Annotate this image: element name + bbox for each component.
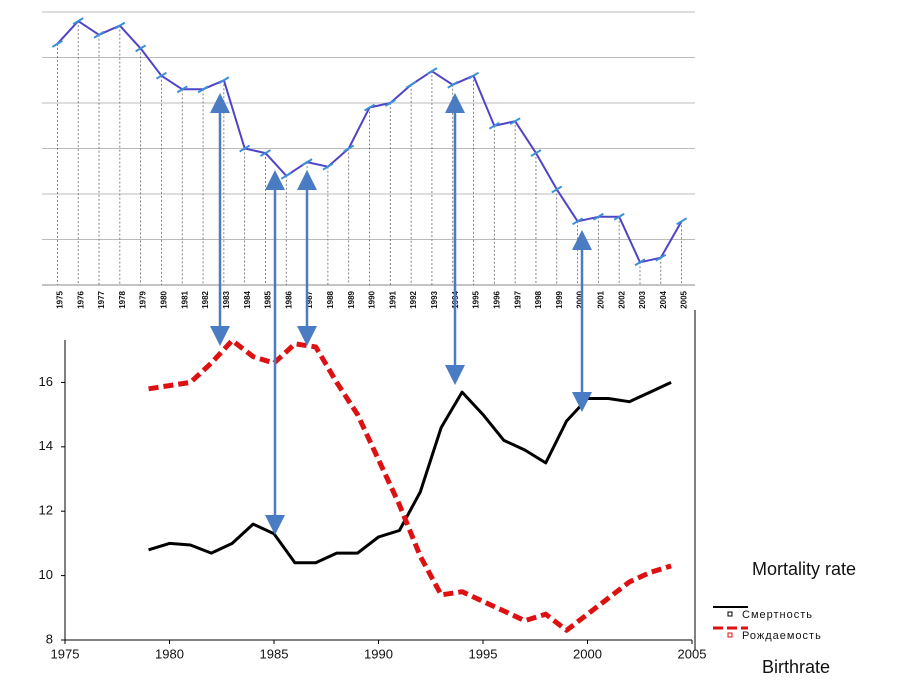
point-marker — [343, 144, 355, 153]
point-marker — [468, 71, 480, 80]
legend-label: Рождаемость — [742, 630, 822, 642]
x-tick-label: 1990 — [364, 646, 393, 661]
y-tick-label: 8 — [46, 631, 53, 646]
x-tick-label: 1988 — [326, 290, 335, 308]
point-marker — [363, 103, 376, 112]
x-tick-label: 1986 — [284, 290, 293, 308]
x-tick-label: 1979 — [139, 290, 148, 308]
point-marker — [572, 217, 584, 226]
point-marker — [176, 85, 188, 94]
x-tick-label: 2003 — [638, 290, 647, 308]
annotation: Mortality rate — [752, 559, 856, 579]
point-marker — [197, 85, 209, 94]
point-marker — [655, 253, 667, 262]
x-tick-label: 1976 — [76, 290, 85, 308]
legend-label: Смертность — [742, 609, 813, 621]
x-tick-label: 1983 — [222, 290, 231, 308]
point-marker — [488, 121, 500, 130]
point-marker — [447, 80, 459, 89]
point-marker — [322, 162, 334, 171]
x-tick-label: 1998 — [534, 290, 543, 308]
x-tick-label: 2001 — [596, 290, 605, 308]
x-tick-label: 1975 — [51, 646, 80, 661]
point-marker — [218, 76, 230, 85]
point-marker — [509, 117, 521, 126]
x-tick-label: 1990 — [368, 290, 377, 308]
x-tick-label: 2005 — [678, 646, 707, 661]
legend-marker — [727, 611, 733, 617]
point-marker — [280, 171, 292, 180]
series-line — [148, 338, 672, 633]
point-marker — [51, 39, 63, 48]
y-tick-label: 16 — [39, 374, 53, 389]
x-tick-label: 1992 — [409, 290, 418, 308]
point-marker — [72, 17, 84, 25]
point-marker — [135, 44, 147, 53]
x-tick-label: 1980 — [160, 290, 169, 308]
x-tick-label: 2004 — [659, 290, 668, 308]
x-tick-label: 1984 — [243, 290, 252, 308]
point-marker — [301, 158, 313, 167]
x-tick-label: 1978 — [118, 290, 127, 308]
x-tick-label: 1980 — [155, 646, 184, 661]
x-tick-label: 1975 — [56, 290, 65, 308]
point-marker — [551, 185, 563, 194]
x-tick-label: 1985 — [260, 646, 289, 661]
point-marker — [405, 80, 417, 89]
x-tick-label: 1981 — [180, 290, 189, 308]
x-tick-label: 1997 — [513, 290, 522, 308]
x-tick-label: 2002 — [617, 290, 626, 308]
x-tick-label: 1995 — [469, 646, 498, 661]
point-marker — [93, 30, 105, 39]
point-marker — [426, 67, 438, 76]
point-marker — [634, 258, 646, 267]
x-tick-label: 1991 — [388, 290, 397, 308]
x-tick-label: 2000 — [573, 646, 602, 661]
y-tick-label: 12 — [39, 503, 53, 518]
y-tick-label: 10 — [39, 567, 53, 582]
point-marker — [114, 21, 126, 30]
x-tick-label: 1989 — [347, 290, 356, 308]
x-tick-label: 1995 — [472, 290, 481, 308]
point-marker — [676, 217, 688, 226]
point-marker — [613, 212, 625, 221]
x-tick-label: 1977 — [97, 290, 106, 308]
x-tick-label: 1996 — [492, 290, 501, 308]
x-tick-label: 2000 — [576, 290, 585, 308]
x-tick-label: 1999 — [555, 290, 564, 308]
point-marker — [259, 149, 271, 157]
x-tick-label: 1985 — [264, 290, 273, 308]
top-chart: 1975 1976 1977 1978 1979 1980 1981 1982 1983 1984… — [42, 11, 695, 309]
x-tick-label: 1993 — [430, 290, 439, 308]
point-marker — [239, 144, 251, 153]
point-marker — [530, 149, 542, 157]
x-tick-label: 2005 — [680, 290, 689, 308]
point-marker — [384, 99, 396, 107]
x-tick-label: 1982 — [201, 290, 210, 308]
y-tick-label: 14 — [39, 438, 53, 453]
annotation: Birthrate — [762, 657, 830, 677]
bottom-chart: 8 10 12 14 16 1975 1980 1985 1990 1995 2000 2005 Сме… — [39, 310, 856, 677]
arrows — [210, 93, 592, 535]
point-marker — [592, 212, 604, 221]
legend-marker — [727, 632, 733, 638]
point-marker — [155, 71, 167, 80]
